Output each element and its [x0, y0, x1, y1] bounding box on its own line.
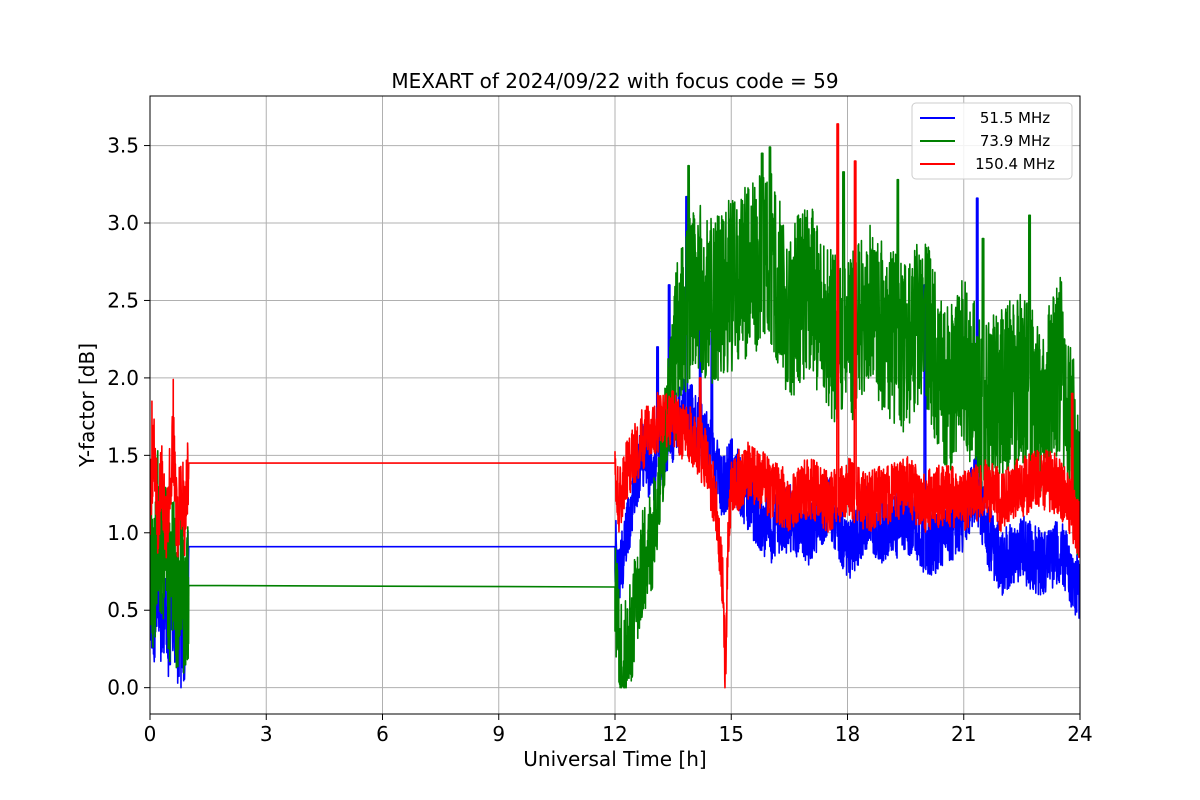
legend-label-2: 73.9 MHz [980, 132, 1050, 150]
legend-box [911, 102, 1073, 180]
y-tick-label: 3.0 [107, 211, 139, 235]
legend-label-3: 150.4 MHz [975, 155, 1055, 173]
y-tick-label: 0.0 [107, 676, 139, 700]
y-tick-label: 1.5 [107, 443, 139, 467]
x-tick-label: 24 [1067, 722, 1092, 746]
y-tick-label: 2.5 [107, 288, 139, 312]
x-tick-label: 18 [835, 722, 860, 746]
series-line-3 [150, 123, 1080, 689]
series-line-2 [150, 146, 1080, 689]
x-tick-label: 6 [376, 722, 389, 746]
y-tick-label: 0.5 [107, 598, 139, 622]
x-tick-label: 15 [719, 722, 744, 746]
chart-title: MEXART of 2024/09/22 with focus code = 5… [391, 69, 838, 93]
x-tick-label: 9 [492, 722, 505, 746]
y-tick-label: 1.0 [107, 521, 139, 545]
legend-label-1: 51.5 MHz [980, 109, 1050, 127]
y-tick-label: 3.5 [107, 134, 139, 158]
x-tick-label: 0 [144, 722, 157, 746]
x-tick-label: 12 [602, 722, 627, 746]
ticks: 0 3 6 9 12 15 18 21 24 0.0 0.5 1.0 1.5 2.0 2.5 3.0 3.5 [107, 134, 1093, 746]
y-tick-label: 2.0 [107, 366, 139, 390]
x-axis-label: Universal Time [h] [523, 747, 706, 771]
y-axis-label: Y-factor [dB] [75, 343, 99, 468]
x-tick-label: 21 [951, 722, 976, 746]
x-tick-label: 3 [260, 722, 273, 746]
legend: 51.5 MHz 73.9 MHz 150.4 MHz [911, 102, 1073, 180]
series-layer [150, 123, 1080, 689]
